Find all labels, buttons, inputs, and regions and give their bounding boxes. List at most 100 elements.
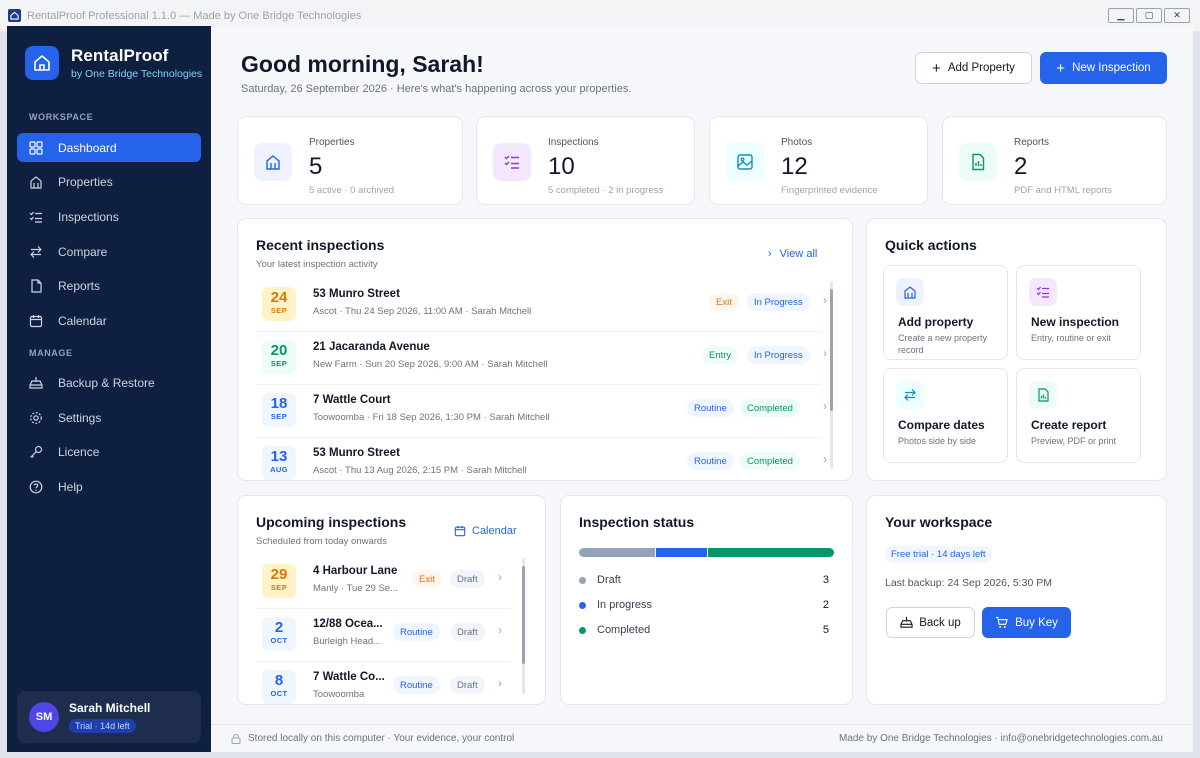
stat-sub: 5 active · 0 archived <box>309 185 395 196</box>
workspace-card: Your workspace Free trial · 14 days left… <box>866 495 1167 705</box>
sidebar-item-help[interactable]: Help <box>17 472 201 501</box>
status-badge: In Progress <box>747 293 810 311</box>
stat-value: 5 <box>309 153 323 180</box>
date-day: 29 <box>270 566 288 583</box>
trial-badge: Trial · 14d left <box>69 718 136 733</box>
chevron-right-icon: › <box>823 346 827 360</box>
stat-card-inspections[interactable]: Inspections 10 5 completed · 2 in progre… <box>476 116 695 205</box>
quick-action-create-report[interactable]: Create report Preview, PDF or print <box>1016 368 1141 463</box>
table-row[interactable]: 24 SEP 53 Munro Street Ascot · Thu 24 Se… <box>256 279 827 332</box>
stat-card-reports[interactable]: Reports 2 PDF and HTML reports <box>942 116 1167 205</box>
stat-label: Properties <box>309 137 355 148</box>
key-icon <box>29 445 43 459</box>
sidebar-item-reports[interactable]: Reports <box>17 271 201 300</box>
date-month: OCT <box>270 636 288 645</box>
report-icon <box>959 143 997 181</box>
type-badge: Exit <box>709 293 739 311</box>
buy-key-button[interactable]: Buy Key <box>982 607 1071 638</box>
image-icon <box>726 143 764 181</box>
quick-action-add-property[interactable]: Add property Create a new property recor… <box>883 265 1008 360</box>
lock-icon <box>231 733 241 744</box>
inspection-meta: New Farm · Sun 20 Sep 2026, 9:00 AM · Sa… <box>313 359 548 370</box>
stat-label: Photos <box>781 137 813 148</box>
chevron-right-icon: › <box>498 570 502 584</box>
sidebar-item-calendar[interactable]: Calendar <box>17 306 201 335</box>
recent-inspections-subtitle: Your latest inspection activity <box>256 259 378 270</box>
date-month: OCT <box>270 689 288 698</box>
page-title: Good morning, Sarah! <box>241 51 484 77</box>
scrollbar-thumb[interactable] <box>830 289 833 411</box>
status-count: 5 <box>822 624 829 636</box>
upcoming-inspections-subtitle: Scheduled from today onwards <box>256 536 387 547</box>
add-property-button[interactable]: + Add Property <box>915 52 1032 84</box>
recent-inspections-card: Recent inspections Your latest inspectio… <box>237 218 853 481</box>
status-row-in-progress: In progress 2 <box>579 599 829 611</box>
date-badge: 18 SEP <box>262 393 296 427</box>
table-row[interactable]: 18 SEP 7 Wattle Court Toowoomba · Fri 18… <box>256 385 827 438</box>
report-icon <box>1029 381 1057 409</box>
stat-card-properties[interactable]: Properties 5 5 active · 0 archived <box>237 116 463 205</box>
view-all-link[interactable]: › View all <box>768 248 817 260</box>
user-card[interactable]: SM Sarah Mitchell Trial · 14d left <box>17 691 201 743</box>
date-badge: 20 SEP <box>262 340 296 374</box>
status-bar-segment <box>579 548 655 557</box>
new-inspection-button[interactable]: + New Inspection <box>1040 52 1167 84</box>
sidebar-item-label: Licence <box>58 444 100 459</box>
inspection-address: 53 Munro Street <box>313 447 400 459</box>
scrollbar-thumb[interactable] <box>522 566 525 664</box>
back-up-button[interactable]: Back up <box>886 607 975 638</box>
stat-card-photos[interactable]: Photos 12 Fingerprinted evidence <box>709 116 928 205</box>
quick-action-subtitle: Entry, routine or exit <box>1031 333 1111 343</box>
status-row-completed: Completed 5 <box>579 624 829 636</box>
workspace-title: Your workspace <box>885 514 993 530</box>
table-row[interactable]: 20 SEP 21 Jacaranda Avenue New Farm · Su… <box>256 332 827 385</box>
sidebar-item-label: Help <box>58 479 83 494</box>
building-icon <box>254 143 292 181</box>
sidebar-item-label: Inspections <box>58 209 119 224</box>
date-badge: 24 SEP <box>262 287 296 321</box>
sidebar-item-label: Compare <box>58 244 108 259</box>
sidebar-item-backup-restore[interactable]: Backup & Restore <box>17 368 201 397</box>
chevron-right-icon: › <box>498 623 502 637</box>
quick-action-new-inspection[interactable]: New inspection Entry, routine or exit <box>1016 265 1141 360</box>
building-icon <box>29 175 43 189</box>
status-badge: Draft <box>450 570 485 588</box>
inspection-meta: Ascot · Thu 24 Sep 2026, 11:00 AM · Sara… <box>313 306 532 317</box>
quick-action-compare-dates[interactable]: Compare dates Photos side by side <box>883 368 1008 463</box>
stat-sub: Fingerprinted evidence <box>781 185 878 196</box>
status-label: In progress <box>597 599 653 611</box>
date-day: 24 <box>270 289 288 306</box>
sidebar-item-settings[interactable]: Settings <box>17 403 201 432</box>
grid-icon <box>29 140 43 155</box>
checklist-icon <box>1029 278 1057 306</box>
quick-action-title: New inspection <box>1031 315 1120 329</box>
chevron-right-icon: › <box>498 676 502 690</box>
status-badge: Draft <box>450 623 485 641</box>
sidebar-item-dashboard[interactable]: Dashboard <box>17 133 201 162</box>
avatar: SM <box>29 702 59 732</box>
calendar-link-label: Calendar <box>472 525 517 537</box>
status-bar-segment <box>655 548 707 557</box>
close-button[interactable]: ✕ <box>1164 8 1190 23</box>
brand-subtitle: by One Bridge Technologies <box>71 68 203 80</box>
stat-value: 2 <box>1014 153 1028 180</box>
maximize-button[interactable]: ▢ <box>1136 8 1162 23</box>
type-badge: Routine <box>393 623 440 641</box>
list-item[interactable]: 8 OCT 7 Wattle Co... Toowoomba Routine D… <box>256 662 511 704</box>
status-dot <box>579 601 586 609</box>
date-month: SEP <box>270 583 288 592</box>
sidebar-item-inspections[interactable]: Inspections <box>17 202 201 231</box>
table-row[interactable]: 13 AUG 53 Munro Street Ascot · Thu 13 Au… <box>256 438 827 480</box>
status-count: 2 <box>822 599 829 611</box>
minimize-button[interactable]: ▁ <box>1108 8 1134 23</box>
inspection-address: 7 Wattle Co... <box>313 671 385 683</box>
sidebar-item-licence[interactable]: Licence <box>17 437 201 466</box>
list-item[interactable]: 29 SEP 4 Harbour Lane Manly · Tue 29 Se.… <box>256 556 511 609</box>
sidebar-item-compare[interactable]: Compare <box>17 237 201 266</box>
help-icon <box>29 480 43 494</box>
type-badge: Routine <box>687 452 734 470</box>
status-label: Draft <box>597 574 621 586</box>
list-item[interactable]: 2 OCT 12/88 Ocea... Burleigh Head... Rou… <box>256 609 511 662</box>
calendar-link[interactable]: Calendar <box>454 525 517 537</box>
sidebar-item-properties[interactable]: Properties <box>17 167 201 196</box>
